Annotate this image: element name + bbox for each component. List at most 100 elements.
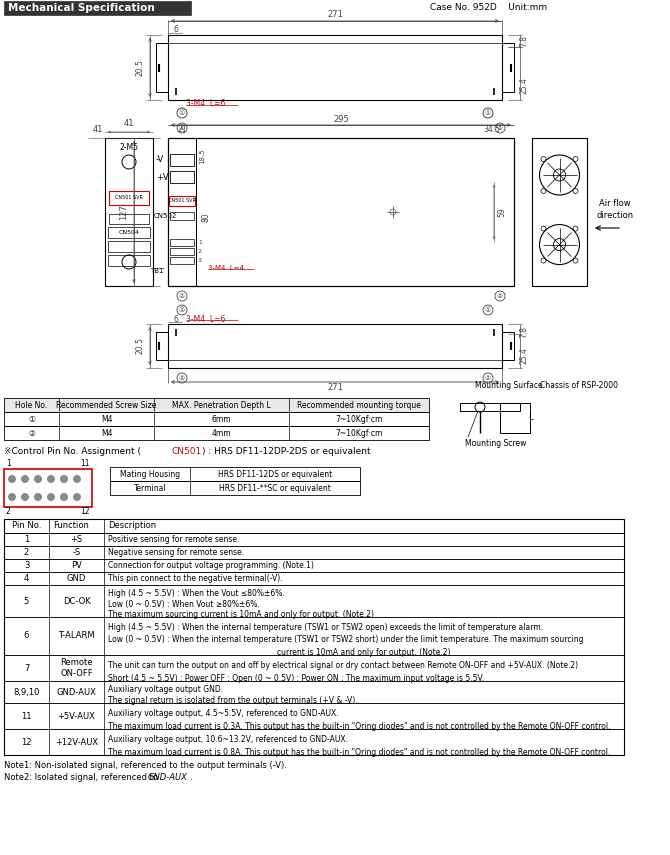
Text: 34.5: 34.5 (484, 126, 500, 134)
Bar (109, 191, 149, 204)
Text: Chassis of RSP-2000: Chassis of RSP-2000 (540, 380, 618, 390)
Text: M4: M4 (100, 415, 113, 423)
Bar (168, 138, 196, 286)
Text: Recommended Screw Size: Recommended Screw Size (56, 400, 157, 410)
Bar (4, 546, 624, 559)
Text: Negative sensing for remote sense.: Negative sensing for remote sense. (108, 548, 244, 557)
Bar (4, 559, 624, 572)
Bar (460, 403, 520, 411)
Text: High (4.5 ~ 5.5V) : When the internal temperature (TSW1 or TSW2 open) exceeds th: High (4.5 ~ 5.5V) : When the internal te… (108, 622, 543, 632)
Text: 6: 6 (174, 315, 178, 323)
Bar (156, 43, 168, 92)
Text: Mating Housing: Mating Housing (120, 469, 180, 479)
Text: Air flow: Air flow (599, 199, 631, 209)
Text: GND: GND (67, 574, 86, 583)
Text: ①: ① (179, 307, 185, 313)
Bar (156, 332, 168, 360)
Text: 20.5: 20.5 (135, 59, 145, 76)
Text: Low (0 ~ 0.5V) : When Vout ≥80%±6%.: Low (0 ~ 0.5V) : When Vout ≥80%±6%. (108, 599, 260, 609)
Circle shape (34, 475, 42, 483)
Text: 7~10Kgf·cm: 7~10Kgf·cm (335, 415, 383, 423)
Text: Positive sensing for remote sense.: Positive sensing for remote sense. (108, 535, 239, 544)
Bar (168, 324, 502, 368)
Bar (110, 467, 360, 481)
Bar (4, 398, 429, 412)
Text: current is 10mA and only for output. (Note.2): current is 10mA and only for output. (No… (277, 648, 451, 657)
Text: This pin connect to the negative terminal(-V).: This pin connect to the negative termina… (108, 574, 283, 583)
Bar (4, 572, 624, 585)
Text: ①: ① (179, 110, 185, 116)
Text: 1: 1 (6, 459, 11, 469)
Text: High (4.5 ~ 5.5V) : When the Vout ≤80%±6%.: High (4.5 ~ 5.5V) : When the Vout ≤80%±6… (108, 589, 285, 598)
Text: 21: 21 (178, 126, 187, 134)
Bar (4, 655, 624, 681)
Circle shape (60, 475, 68, 483)
Text: 7.8: 7.8 (519, 35, 529, 47)
Text: HRS DF11-12DS or equivalent: HRS DF11-12DS or equivalent (218, 469, 332, 479)
Bar (532, 138, 587, 286)
Text: CN504: CN504 (119, 230, 139, 235)
Bar (170, 239, 194, 246)
Bar (109, 214, 149, 224)
Text: Short (4.5 ~ 5.5V) : Power OFF ; Open (0 ~ 0.5V) : Power ON ; The maximum input : Short (4.5 ~ 5.5V) : Power OFF ; Open (0… (108, 674, 484, 683)
Text: Auxiliary voltage output, 10.6~13.2V, referenced to GND-AUX.: Auxiliary voltage output, 10.6~13.2V, re… (108, 735, 348, 744)
Text: ①: ① (179, 125, 185, 131)
Text: Note2: Isolated signal, referenced to: Note2: Isolated signal, referenced to (4, 773, 161, 781)
Text: TB1: TB1 (150, 268, 163, 274)
Text: 41: 41 (124, 120, 134, 128)
Text: GND-AUX: GND-AUX (56, 687, 96, 697)
Text: 1: 1 (198, 240, 202, 245)
Bar (500, 403, 530, 433)
Text: Description: Description (108, 522, 156, 530)
Bar (170, 248, 194, 255)
Text: Low (0 ~ 0.5V) : When the internal temperature (TSW1 or TSW2 short) under the li: Low (0 ~ 0.5V) : When the internal tempe… (108, 635, 584, 645)
Text: The maximum load current is 0.8A. This output has the built-in "Oring diodes" an: The maximum load current is 0.8A. This o… (108, 748, 610, 757)
Text: 20.5: 20.5 (135, 338, 145, 355)
Text: 3-M4  L=6: 3-M4 L=6 (186, 315, 225, 323)
Text: M4: M4 (100, 428, 113, 438)
Text: The unit can turn the output on and off by electrical signal or dry contact betw: The unit can turn the output on and off … (108, 661, 578, 670)
Circle shape (34, 493, 42, 501)
Bar (502, 332, 514, 360)
Text: 3-M4  L=6: 3-M4 L=6 (186, 99, 225, 109)
Text: ※Control Pin No. Assignment (: ※Control Pin No. Assignment ( (4, 447, 141, 457)
Text: Mounting Surface: Mounting Surface (475, 380, 543, 390)
Text: 5: 5 (24, 597, 29, 605)
Text: 4mm: 4mm (212, 428, 231, 438)
Text: 271: 271 (327, 10, 343, 20)
Text: 11: 11 (80, 459, 90, 469)
Circle shape (21, 493, 29, 501)
Bar (108, 227, 150, 238)
Text: 295: 295 (333, 115, 349, 123)
Text: .: . (189, 773, 192, 781)
Text: 4: 4 (24, 574, 29, 583)
Bar (168, 35, 502, 100)
Circle shape (8, 493, 16, 501)
Bar (168, 138, 514, 286)
Text: DC-OK: DC-OK (62, 597, 90, 605)
Bar (4, 426, 429, 440)
Text: 3-M4  L=4: 3-M4 L=4 (208, 265, 244, 271)
Text: +5V-AUX: +5V-AUX (58, 711, 95, 721)
Text: 6: 6 (174, 26, 178, 34)
Text: The maximum load current is 0.3A. This output has the built-in "Oring diodes" an: The maximum load current is 0.3A. This o… (108, 722, 610, 731)
Text: 3: 3 (24, 561, 29, 570)
Text: ②: ② (485, 375, 491, 381)
Bar (4, 412, 429, 426)
Text: 127: 127 (119, 204, 129, 220)
Text: -V: -V (156, 156, 164, 164)
Text: Connection for output voltage programming. (Note.1): Connection for output voltage programmin… (108, 561, 314, 570)
Text: Mounting Screw: Mounting Screw (465, 439, 527, 447)
Text: CN501: CN501 (172, 447, 202, 457)
Text: Mechanical Specification: Mechanical Specification (8, 3, 155, 13)
Text: ①: ① (485, 110, 491, 116)
Text: The signal return is isolated from the output terminals (+V & -V).: The signal return is isolated from the o… (108, 696, 358, 705)
Bar (170, 257, 194, 264)
Text: CN502: CN502 (154, 213, 178, 219)
Text: ) : HRS DF11-12DP-2DS or equivalent: ) : HRS DF11-12DP-2DS or equivalent (202, 447, 371, 457)
Text: 2: 2 (6, 508, 11, 516)
Text: CN501 SVR: CN501 SVR (115, 195, 143, 200)
Text: 12: 12 (80, 508, 90, 516)
Text: 1: 1 (24, 535, 29, 544)
Circle shape (60, 493, 68, 501)
